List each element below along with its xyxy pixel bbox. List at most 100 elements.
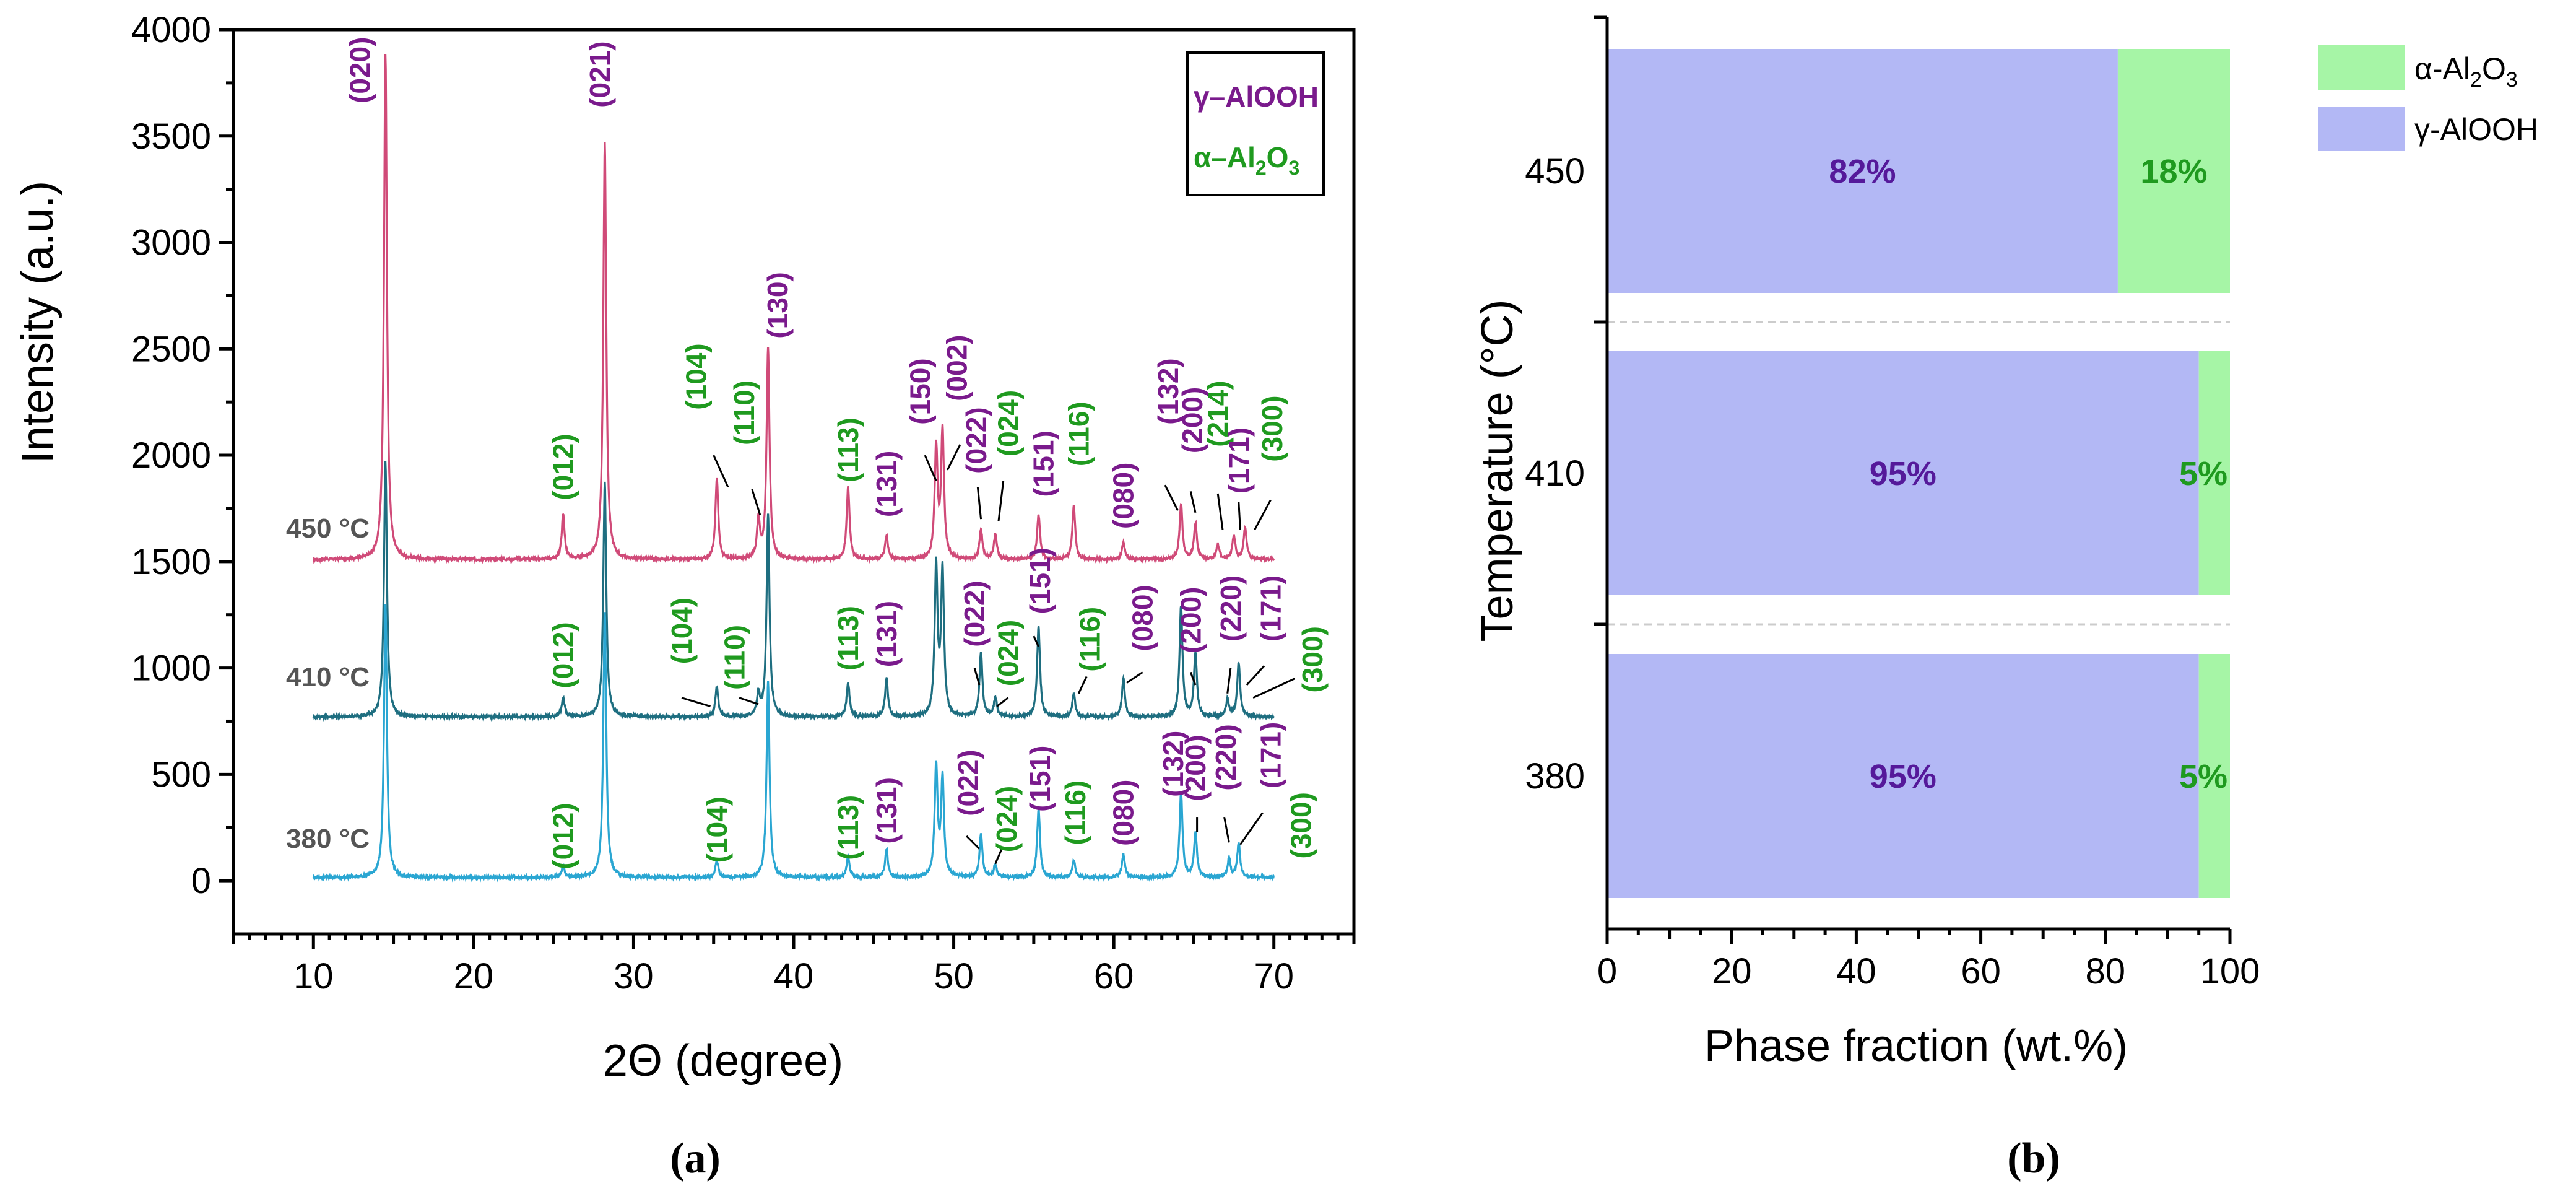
bar-alpha-410: [2198, 351, 2230, 595]
panel-a-peak-labels: (020) (021) (130) (150) (002) (012) (104) (110)…: [344, 37, 1329, 870]
leader-line: [1252, 678, 1295, 699]
peak-label: (116): [1073, 607, 1106, 672]
trace-450: [313, 53, 1275, 564]
b-x-tick-label: 100: [2200, 951, 2260, 992]
leader-line: [1254, 499, 1272, 531]
bar-gamma-410: [1607, 351, 2199, 595]
peak-label: (171): [1255, 575, 1287, 642]
legend-gamma-swatch: [2318, 107, 2405, 151]
leader-line: [1189, 491, 1197, 513]
peak-label: (132): [1157, 731, 1189, 797]
legend-alpha-swatch: [2318, 45, 2405, 90]
y-tick-label: 2500: [131, 329, 211, 369]
panel-b-x-axis-title: Phase fraction (wt.%): [1704, 1021, 2128, 1071]
leader-line: [973, 668, 981, 686]
bar-label-gamma-410: 95%: [1870, 455, 1936, 492]
peak-label: (012): [547, 803, 579, 869]
bar-label-gamma-450: 82%: [1829, 153, 1896, 190]
b-x-tick-label: 0: [1597, 951, 1617, 992]
leader-line: [996, 697, 1009, 707]
leader-line: [1239, 812, 1264, 845]
panel-b-legend: α-Al2O3 γ-AlOOH: [2318, 45, 2538, 151]
panel-b-x-axis: 0 20 40 60 80 100: [1597, 929, 2260, 992]
peak-label: (200): [1179, 735, 1212, 801]
leader-line: [976, 487, 982, 520]
temp-label-410: 410 °C: [286, 662, 370, 692]
peak-label: (171): [1255, 722, 1287, 788]
panel-a-leader-lines: [681, 444, 1295, 865]
x-tick-label: 40: [774, 956, 814, 996]
peak-label: (200): [1174, 587, 1207, 653]
bar-gamma-380: [1607, 654, 2199, 898]
peak-label: (110): [718, 625, 750, 690]
panel-b-bar-labels: 82% 18% 95% 5% 95% 5%: [1829, 153, 2227, 795]
leader-line: [1238, 502, 1241, 530]
panel-a-y-axis-title: Intensity (a.u.): [13, 181, 63, 463]
b-x-tick-label: 20: [1712, 951, 1752, 992]
bar-label-gamma-380: 95%: [1870, 758, 1936, 795]
peak-label: (002): [941, 335, 973, 401]
x-tick-label: 60: [1094, 956, 1134, 996]
peak-label: (080): [1108, 780, 1140, 846]
panel-a-x-axis-title: 2Θ (degree): [603, 1036, 843, 1086]
peak-label: (131): [870, 777, 903, 844]
bar-alpha-380: [2198, 654, 2230, 898]
legend-gamma-alooh-b: γ-AlOOH: [2414, 112, 2538, 147]
panel-b-label: (b): [2007, 1135, 2060, 1182]
leader-line: [1164, 484, 1179, 512]
x-tick-label: 20: [454, 956, 494, 996]
peak-label: (012): [547, 434, 579, 500]
trace-380: [312, 604, 1275, 883]
peak-label: (131): [870, 601, 903, 667]
peak-label: (132): [1152, 358, 1184, 424]
peak-label: (151): [1024, 746, 1056, 812]
panel-b-separators: [1607, 321, 2230, 626]
peak-label: (104): [680, 343, 712, 409]
leader-line: [1033, 635, 1039, 647]
leader-line: [681, 697, 711, 707]
y-tick-label: 3000: [131, 223, 211, 263]
y-tick-label: 500: [151, 754, 211, 795]
peak-label: (110): [728, 380, 760, 445]
leader-line: [997, 481, 1005, 521]
peak-label: (131): [870, 451, 903, 517]
peak-label: (024): [992, 390, 1025, 456]
peak-label: (113): [832, 606, 864, 671]
peak-label: (300): [1285, 792, 1317, 858]
peak-label: (021): [584, 41, 616, 107]
trace-410: [312, 461, 1275, 722]
peak-label: (116): [1062, 401, 1095, 466]
panel-a-xrd-chart: 10 20 30 40 50 60 70 0 500 1000 1500 2000 2500 3000 3…: [13, 10, 1356, 1182]
temp-label-450: 450 °C: [286, 513, 370, 544]
panel-a-traces: [312, 53, 1275, 883]
peak-label: (022): [958, 580, 991, 647]
panel-b-y-axis: 450 410 380: [1525, 15, 1607, 796]
peak-label: (150): [904, 358, 936, 424]
temp-label-380: 380 °C: [286, 824, 370, 854]
y-tick-label: 3500: [131, 116, 211, 157]
b-x-tick-label: 40: [1836, 951, 1876, 992]
b-y-category-label: 450: [1525, 151, 1585, 191]
panel-a-label: (a): [670, 1135, 721, 1182]
peak-label: (220): [1210, 724, 1242, 790]
b-y-category-label: 380: [1525, 756, 1585, 796]
x-tick-label: 50: [934, 956, 974, 996]
leader-line: [994, 848, 1003, 865]
peak-label: (214): [1202, 380, 1234, 447]
leader-line: [924, 455, 937, 481]
leader-line: [1226, 668, 1232, 694]
peak-label: (300): [1296, 626, 1329, 692]
peak-label: (113): [832, 417, 864, 482]
b-x-tick-label: 60: [1961, 951, 2001, 992]
b-x-tick-label: 80: [2086, 951, 2126, 992]
panel-b-bars: [1607, 49, 2230, 898]
leader-line: [1189, 671, 1197, 686]
leader-line: [1246, 665, 1265, 686]
bar-alpha-450: [2117, 49, 2230, 293]
leader-line: [1125, 671, 1143, 684]
leader-line: [1223, 816, 1230, 843]
peak-label: (220): [1215, 575, 1247, 642]
peak-label: (104): [701, 796, 733, 863]
x-tick-label: 30: [614, 956, 654, 996]
